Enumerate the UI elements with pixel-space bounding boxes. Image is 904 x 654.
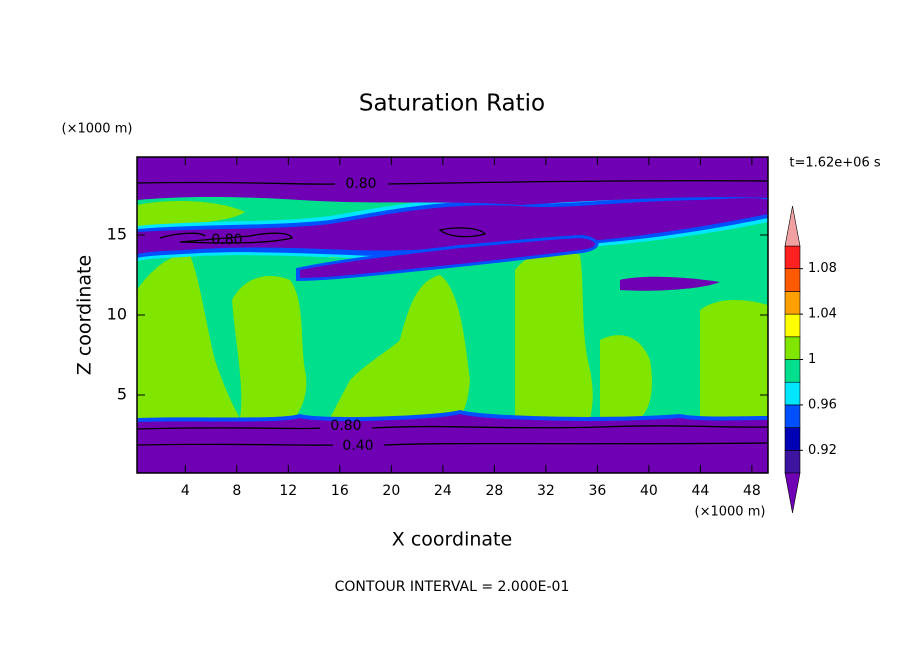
contour-label: 0.40: [342, 438, 373, 454]
field-region: [515, 250, 593, 418]
field-region: [700, 300, 768, 418]
y-tick-label: 10: [107, 305, 127, 324]
colorbar-box: [784, 449, 801, 474]
x-tick-label: 28: [485, 483, 503, 499]
x-tick-label: 12: [279, 483, 297, 499]
x-tick-label: 4: [181, 483, 190, 499]
colorbar-tick-label: 1: [808, 352, 816, 367]
colorbar-under: [784, 472, 801, 514]
y-tick-label: 5: [117, 385, 127, 404]
field-region: [137, 254, 240, 418]
x-tick-label: 16: [331, 483, 349, 499]
contour-line: [438, 227, 487, 238]
time-label: t=1.62e+06 s: [789, 156, 881, 171]
colorbar-over: [784, 205, 801, 247]
y-unit: (×1000 m): [62, 122, 133, 137]
colorbar-tick-label: 1.08: [808, 261, 837, 276]
footer-note: CONTOUR INTERVAL = 2.000E-01: [335, 579, 570, 595]
colorbar-tick-label: 0.96: [808, 397, 837, 412]
contour-label: 0.80: [211, 232, 242, 248]
colorbar-box: [784, 404, 801, 428]
colorbar-box: [784, 268, 801, 292]
colorbar-box: [784, 245, 801, 270]
x-unit: (×1000 m): [695, 505, 766, 520]
colorbar-box: [784, 427, 801, 451]
x-tick-label: 40: [640, 483, 658, 499]
field-region: [300, 238, 595, 278]
colorbar-box: [784, 381, 801, 406]
colorbar-box: [784, 336, 801, 360]
x-tick-label: 44: [691, 483, 709, 499]
field-region: [232, 276, 307, 418]
field-region: [600, 335, 652, 418]
contour-label: 0.80: [330, 418, 361, 434]
y-tick-label: 15: [107, 225, 127, 244]
contour-field: [137, 157, 768, 473]
colorbar-box: [784, 359, 801, 383]
colorbar-tick-label: 0.92: [808, 443, 837, 458]
x-tick-label: 24: [434, 483, 452, 499]
x-axis-label: X coordinate: [392, 529, 512, 551]
y-axis-label: Z coordinate: [74, 255, 96, 375]
field-region: [330, 275, 470, 418]
colorbar-box: [784, 291, 801, 315]
x-tick-label: 48: [743, 483, 761, 499]
field-region: [620, 276, 720, 291]
field-region: [137, 157, 768, 205]
x-tick-label: 20: [382, 483, 400, 499]
contour-label: 0.80: [345, 176, 376, 192]
colorbar-tick-label: 1.04: [808, 307, 837, 322]
x-tick-label: 36: [588, 483, 606, 499]
contour-line: [137, 425, 768, 430]
x-tick-label: 32: [537, 483, 555, 499]
contour-line: [159, 232, 293, 244]
contour-line: [137, 442, 768, 446]
colorbar-box: [784, 313, 801, 338]
chart-title: Saturation Ratio: [359, 91, 545, 117]
field-region: [137, 200, 245, 230]
contour-line: [137, 180, 768, 185]
field-region: [137, 198, 768, 254]
x-tick-label: 8: [232, 483, 241, 499]
